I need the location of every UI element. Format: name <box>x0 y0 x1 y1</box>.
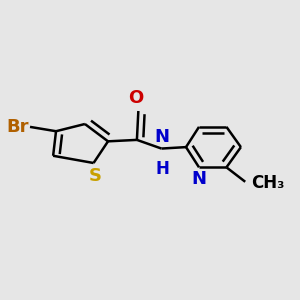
Text: CH₃: CH₃ <box>251 174 284 192</box>
Text: N: N <box>191 170 206 188</box>
Text: O: O <box>128 89 144 107</box>
Text: Br: Br <box>6 118 28 136</box>
Text: S: S <box>88 167 101 185</box>
Text: N: N <box>154 128 169 146</box>
Text: H: H <box>156 160 170 178</box>
